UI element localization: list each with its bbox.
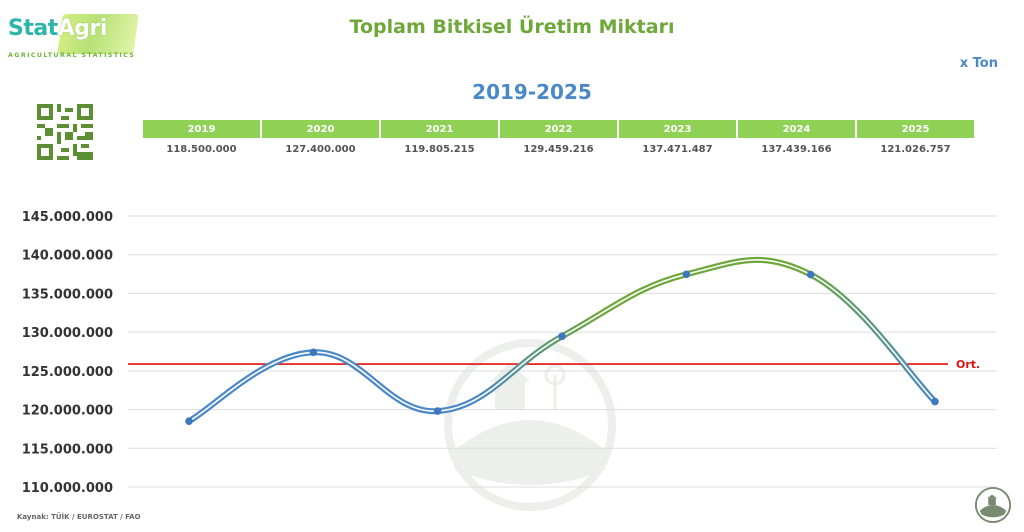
year-header-2020: 2020 (262, 120, 379, 138)
data-point-2025 (931, 397, 939, 406)
value-cell-2024: 137.439.166 (761, 143, 832, 155)
logo-subtitle: AGRICULTURAL STATISTICS (8, 52, 136, 59)
value-cell-2021: 119.805.215 (404, 143, 475, 155)
value-cell-2023: 137.471.487 (642, 143, 713, 155)
y-tick-label: 115.000.000 (22, 442, 113, 457)
value-cell-2025: 121.026.757 (880, 143, 951, 155)
qr-code-icon (37, 104, 93, 160)
data-point-2020 (309, 348, 318, 357)
y-tick-label: 130.000.000 (22, 326, 113, 341)
farm-badge-icon (974, 486, 1012, 524)
period-label: 2019-2025 (472, 80, 592, 104)
data-point-2022 (558, 332, 566, 341)
y-tick-label: 120.000.000 (22, 404, 113, 419)
y-axis: 145.000.000 140.000.000 135.000.000 130.000… (22, 210, 113, 496)
year-header-2019: 2019 (143, 120, 260, 138)
data-point-2023 (682, 270, 691, 279)
table-row: 118.500.000 127.400.000 119.805.215 129.… (143, 138, 974, 160)
value-cell-2020: 127.400.000 (285, 143, 356, 155)
data-point-2021 (433, 407, 442, 415)
year-header-2025: 2025 (857, 120, 974, 138)
logo-agri: Agri (57, 16, 108, 41)
logo-text: StatAgri (8, 16, 107, 41)
average-line-group: Ort. (128, 358, 980, 371)
data-points (185, 270, 939, 425)
table-header-row: 2019 2020 2021 2022 2023 2024 2025 (143, 120, 974, 138)
grid-lines (128, 215, 997, 488)
year-value-table: 2019 2020 2021 2022 2023 2024 2025 118.5… (141, 120, 976, 160)
chart-title: Toplam Bitkisel Üretim Miktarı (349, 16, 675, 38)
value-cell-2022: 129.459.216 (523, 143, 594, 155)
value-cell-2019: 118.500.000 (166, 143, 237, 155)
year-header-2021: 2021 (381, 120, 498, 138)
source-note: Kaynak: TÜİK / EUROSTAT / FAO (17, 513, 141, 521)
year-header-2023: 2023 (619, 120, 736, 138)
y-tick-label: 145.000.000 (22, 210, 113, 225)
stat-agri-logo: StatAgri AGRICULTURAL STATISTICS (8, 12, 139, 64)
series-curve (186, 256, 938, 425)
y-tick-label: 140.000.000 (22, 249, 113, 264)
series-line-outer (186, 256, 938, 425)
year-header-2024: 2024 (738, 120, 855, 138)
data-point-2019 (185, 417, 193, 425)
agriculture-watermark (444, 339, 616, 511)
y-tick-label: 135.000.000 (22, 287, 113, 302)
year-header-2022: 2022 (500, 120, 617, 138)
y-tick-label: 125.000.000 (22, 365, 113, 380)
average-label: Ort. (956, 358, 980, 371)
unit-label: x Ton (959, 56, 998, 71)
data-point-2024 (806, 270, 815, 279)
logo-stat: Stat (8, 16, 58, 41)
y-tick-label: 110.000.000 (22, 481, 113, 496)
